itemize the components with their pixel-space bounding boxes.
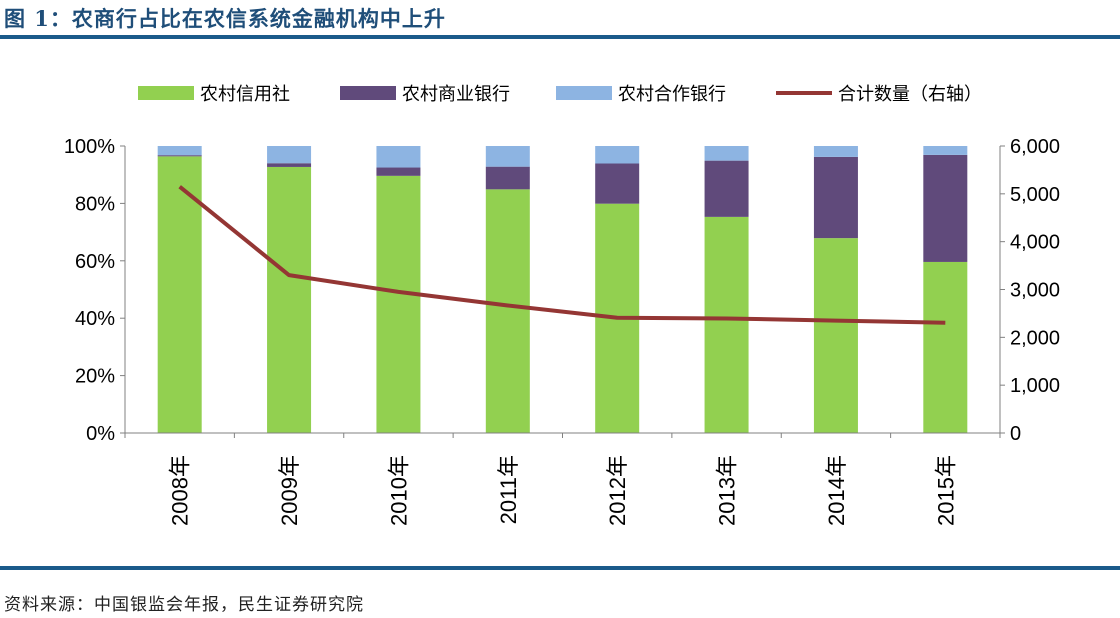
bar-1-4 — [595, 163, 640, 204]
x-tick-label: 2014年 — [824, 455, 849, 526]
bar-2-7 — [923, 146, 968, 155]
bar-0-5 — [704, 216, 749, 433]
x-tick-label: 2008年 — [168, 455, 193, 526]
footer-rule — [0, 566, 1120, 570]
x-tick-label: 2013年 — [715, 455, 740, 526]
figure-title: 图 1：农商行占比在农信系统金融机构中上升 — [4, 6, 446, 31]
chart: 2008年 2009年 2010年 2011年 2012年 2013年 2014年 2015年… — [64, 84, 1060, 526]
bar-1-1 — [267, 163, 312, 167]
bar-1-7 — [923, 154, 968, 262]
y-right-tick-label: 6,000 — [1010, 136, 1060, 158]
x-tick-label: 2009年 — [277, 455, 302, 526]
y-right-tick-label: 1,000 — [1010, 375, 1060, 397]
y-left-tick-label: 100% — [64, 136, 115, 158]
bar-0-0 — [157, 156, 202, 433]
x-tick-label: 2015年 — [933, 455, 958, 526]
legend-label-0: 农村信用社 — [200, 84, 290, 104]
y-left-tick-label: 0% — [86, 423, 115, 445]
x-tick-label: 2010年 — [386, 455, 411, 526]
x-tick-label: 2011年 — [496, 455, 521, 524]
y-left-tick-label: 20% — [75, 366, 115, 388]
legend-label-2: 农村合作银行 — [618, 84, 726, 104]
bar-2-0 — [157, 146, 202, 156]
bar-1-5 — [704, 160, 749, 217]
y-left-tick-label: 80% — [75, 193, 115, 215]
y-left-tick-label: 40% — [75, 308, 115, 330]
x-tick-label: 2012年 — [605, 455, 630, 526]
bar-2-5 — [704, 146, 749, 161]
bar-1-6 — [813, 156, 858, 239]
legend-label-3: 合计数量（右轴） — [838, 84, 982, 104]
bar-2-3 — [485, 146, 530, 167]
title-rule — [0, 35, 1120, 39]
legend-label-1: 农村商业银行 — [402, 84, 510, 104]
y-right-tick-label: 2,000 — [1010, 327, 1060, 349]
bar-2-4 — [595, 146, 640, 164]
legend-swatch-1 — [340, 86, 396, 100]
bar-2-6 — [813, 146, 858, 157]
y-right-tick-label: 0 — [1010, 423, 1021, 445]
bar-0-1 — [267, 166, 312, 434]
legend-swatch-2 — [556, 86, 612, 100]
y-right-tick-label: 5,000 — [1010, 184, 1060, 206]
bar-0-2 — [376, 175, 421, 433]
bar-1-3 — [485, 166, 530, 190]
line-series-total — [178, 185, 946, 325]
y-right-tick-label: 4,000 — [1010, 232, 1060, 254]
bar-0-7 — [923, 261, 968, 433]
bar-0-6 — [813, 238, 858, 433]
y-right-tick-label: 3,000 — [1010, 280, 1060, 302]
legend-swatch-0 — [138, 86, 194, 100]
y-left-tick-label: 60% — [75, 251, 115, 273]
source-note: 资料来源：中国银监会年报，民生证券研究院 — [4, 595, 364, 615]
bar-1-0 — [157, 155, 202, 157]
bar-0-3 — [485, 189, 530, 433]
bar-1-2 — [376, 167, 421, 176]
bar-2-2 — [376, 146, 421, 168]
bar-2-1 — [267, 146, 312, 164]
